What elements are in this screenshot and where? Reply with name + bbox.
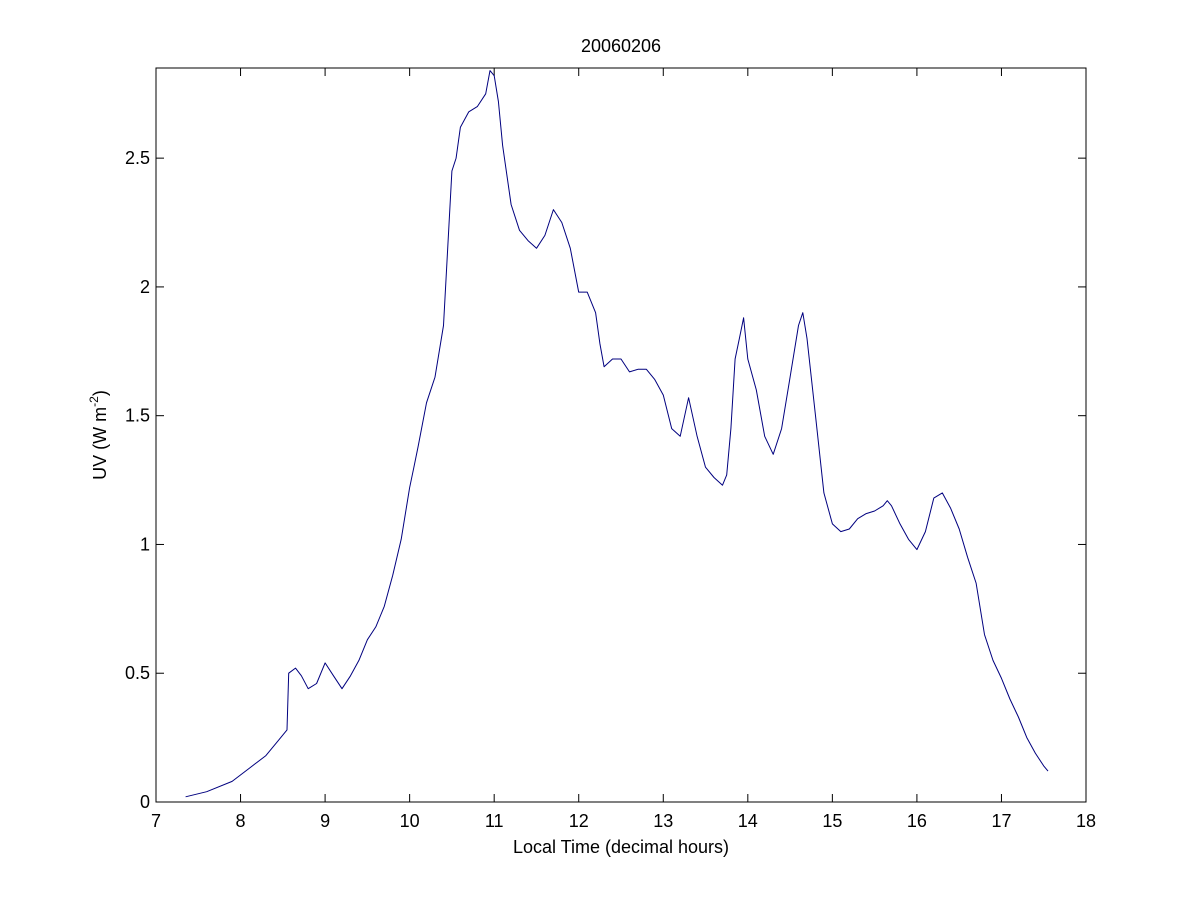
- y-tick-label: 0: [140, 792, 150, 812]
- x-tick-label: 14: [738, 811, 758, 831]
- uv-series-line: [185, 70, 1049, 798]
- x-tick-label: 9: [320, 811, 330, 831]
- y-ticks: 0 0.5 1 1.5 2 2.5: [125, 148, 1086, 812]
- x-tick-label: 12: [569, 811, 589, 831]
- x-tick-label: 15: [822, 811, 842, 831]
- y-tick-label: 1: [140, 534, 150, 554]
- y-tick-label: 0.5: [125, 663, 150, 683]
- x-tick-label: 16: [907, 811, 927, 831]
- x-tick-label: 13: [653, 811, 673, 831]
- x-axis-label: Local Time (decimal hours): [513, 837, 729, 857]
- y-tick-label: 2.5: [125, 148, 150, 168]
- x-tick-label: 18: [1076, 811, 1096, 831]
- y-axis-label-prefix: UV (W m: [90, 407, 110, 480]
- y-tick-label: 2: [140, 277, 150, 297]
- x-tick-label: 11: [485, 811, 504, 831]
- x-tick-label: 8: [236, 811, 246, 831]
- plot-area-background: [156, 68, 1086, 802]
- chart-title: 20060206: [581, 36, 661, 56]
- y-axis-label-superscript: -2: [87, 396, 101, 407]
- x-tick-label: 7: [151, 811, 161, 831]
- plot-area-frame: [155, 67, 1087, 803]
- y-tick-label: 1.5: [125, 406, 150, 426]
- y-axis-label: UV (W m-2): [87, 390, 110, 480]
- x-tick-label: 10: [400, 811, 420, 831]
- y-axis-label-suffix: ): [90, 390, 110, 396]
- x-ticks: 7 8 9 10 11 12 13 14 15 16 17 18: [151, 68, 1096, 831]
- x-tick-label: 17: [991, 811, 1011, 831]
